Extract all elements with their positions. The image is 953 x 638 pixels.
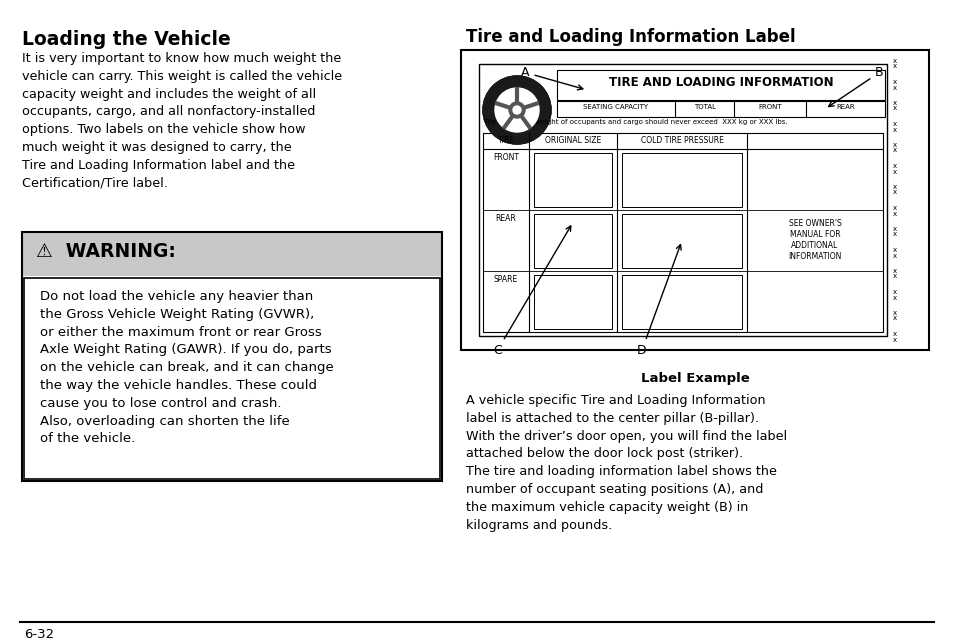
Text: SPARE: SPARE: [494, 275, 517, 284]
Text: A: A: [520, 66, 582, 90]
Text: 6-32: 6-32: [24, 628, 54, 638]
Bar: [478, 64, 886, 336]
Text: x
x: x x: [892, 310, 896, 322]
Text: TOTAL: TOTAL: [693, 104, 715, 110]
Text: Tire and Loading Information Label: Tire and Loading Information Label: [465, 28, 795, 46]
Bar: [22, 232, 441, 481]
Text: B: B: [828, 66, 882, 107]
Bar: [557, 70, 884, 100]
Circle shape: [509, 102, 524, 118]
Bar: [22, 232, 441, 276]
Text: x
x: x x: [892, 100, 896, 112]
Text: x
x: x x: [892, 142, 896, 154]
Bar: [621, 275, 741, 329]
Text: C: C: [493, 226, 570, 357]
Text: x
x: x x: [892, 247, 896, 258]
Text: x
x: x x: [892, 226, 896, 237]
Text: FRONT: FRONT: [758, 104, 781, 110]
Text: x
x: x x: [892, 121, 896, 133]
Text: x
x: x x: [892, 205, 896, 216]
Bar: [621, 153, 741, 207]
Text: x
x: x x: [892, 289, 896, 300]
Text: Loading the Vehicle: Loading the Vehicle: [22, 30, 231, 49]
Text: Do not load the vehicle any heavier than
the Gross Vehicle Weight Rating (GVWR),: Do not load the vehicle any heavier than…: [40, 290, 334, 445]
Text: The combined weight of occupants and cargo should never exceed  XXX kg or XXX lb: The combined weight of occupants and car…: [482, 119, 787, 125]
Text: REAR: REAR: [496, 214, 516, 223]
Circle shape: [482, 76, 551, 144]
Bar: [534, 153, 612, 207]
Text: FRONT: FRONT: [493, 153, 518, 162]
Text: x
x: x x: [892, 163, 896, 175]
Text: ⚠  WARNING:: ⚠ WARNING:: [36, 242, 175, 261]
Bar: [557, 101, 884, 117]
Text: D: D: [637, 244, 680, 357]
Text: REAR: REAR: [836, 104, 854, 110]
Text: TIRE AND LOADING INFORMATION: TIRE AND LOADING INFORMATION: [608, 76, 832, 89]
Bar: [460, 50, 928, 350]
Circle shape: [495, 88, 538, 132]
Bar: [24, 278, 439, 479]
Bar: [482, 133, 882, 332]
Text: A vehicle specific Tire and Loading Information
label is attached to the center : A vehicle specific Tire and Loading Info…: [465, 394, 786, 531]
Text: x
x: x x: [892, 58, 896, 70]
Text: It is very important to know how much weight the
vehicle can carry. This weight : It is very important to know how much we…: [22, 52, 342, 189]
Circle shape: [482, 76, 551, 144]
Text: Label Example: Label Example: [640, 372, 749, 385]
Text: x
x: x x: [892, 331, 896, 343]
Text: SEATING CAPACITY: SEATING CAPACITY: [583, 104, 648, 110]
Text: x
x: x x: [892, 79, 896, 91]
Text: x
x: x x: [892, 268, 896, 279]
Bar: [534, 214, 612, 268]
Text: ORIGINAL SIZE: ORIGINAL SIZE: [544, 136, 600, 145]
Text: x
x: x x: [892, 184, 896, 195]
Text: TIRE: TIRE: [497, 136, 514, 145]
Bar: [621, 214, 741, 268]
Text: SEE OWNER'S
MANUAL FOR
ADDITIONAL
INFORMATION: SEE OWNER'S MANUAL FOR ADDITIONAL INFORM…: [787, 218, 841, 261]
Bar: [534, 275, 612, 329]
Circle shape: [513, 106, 520, 114]
Text: COLD TIRE PRESSURE: COLD TIRE PRESSURE: [639, 136, 722, 145]
